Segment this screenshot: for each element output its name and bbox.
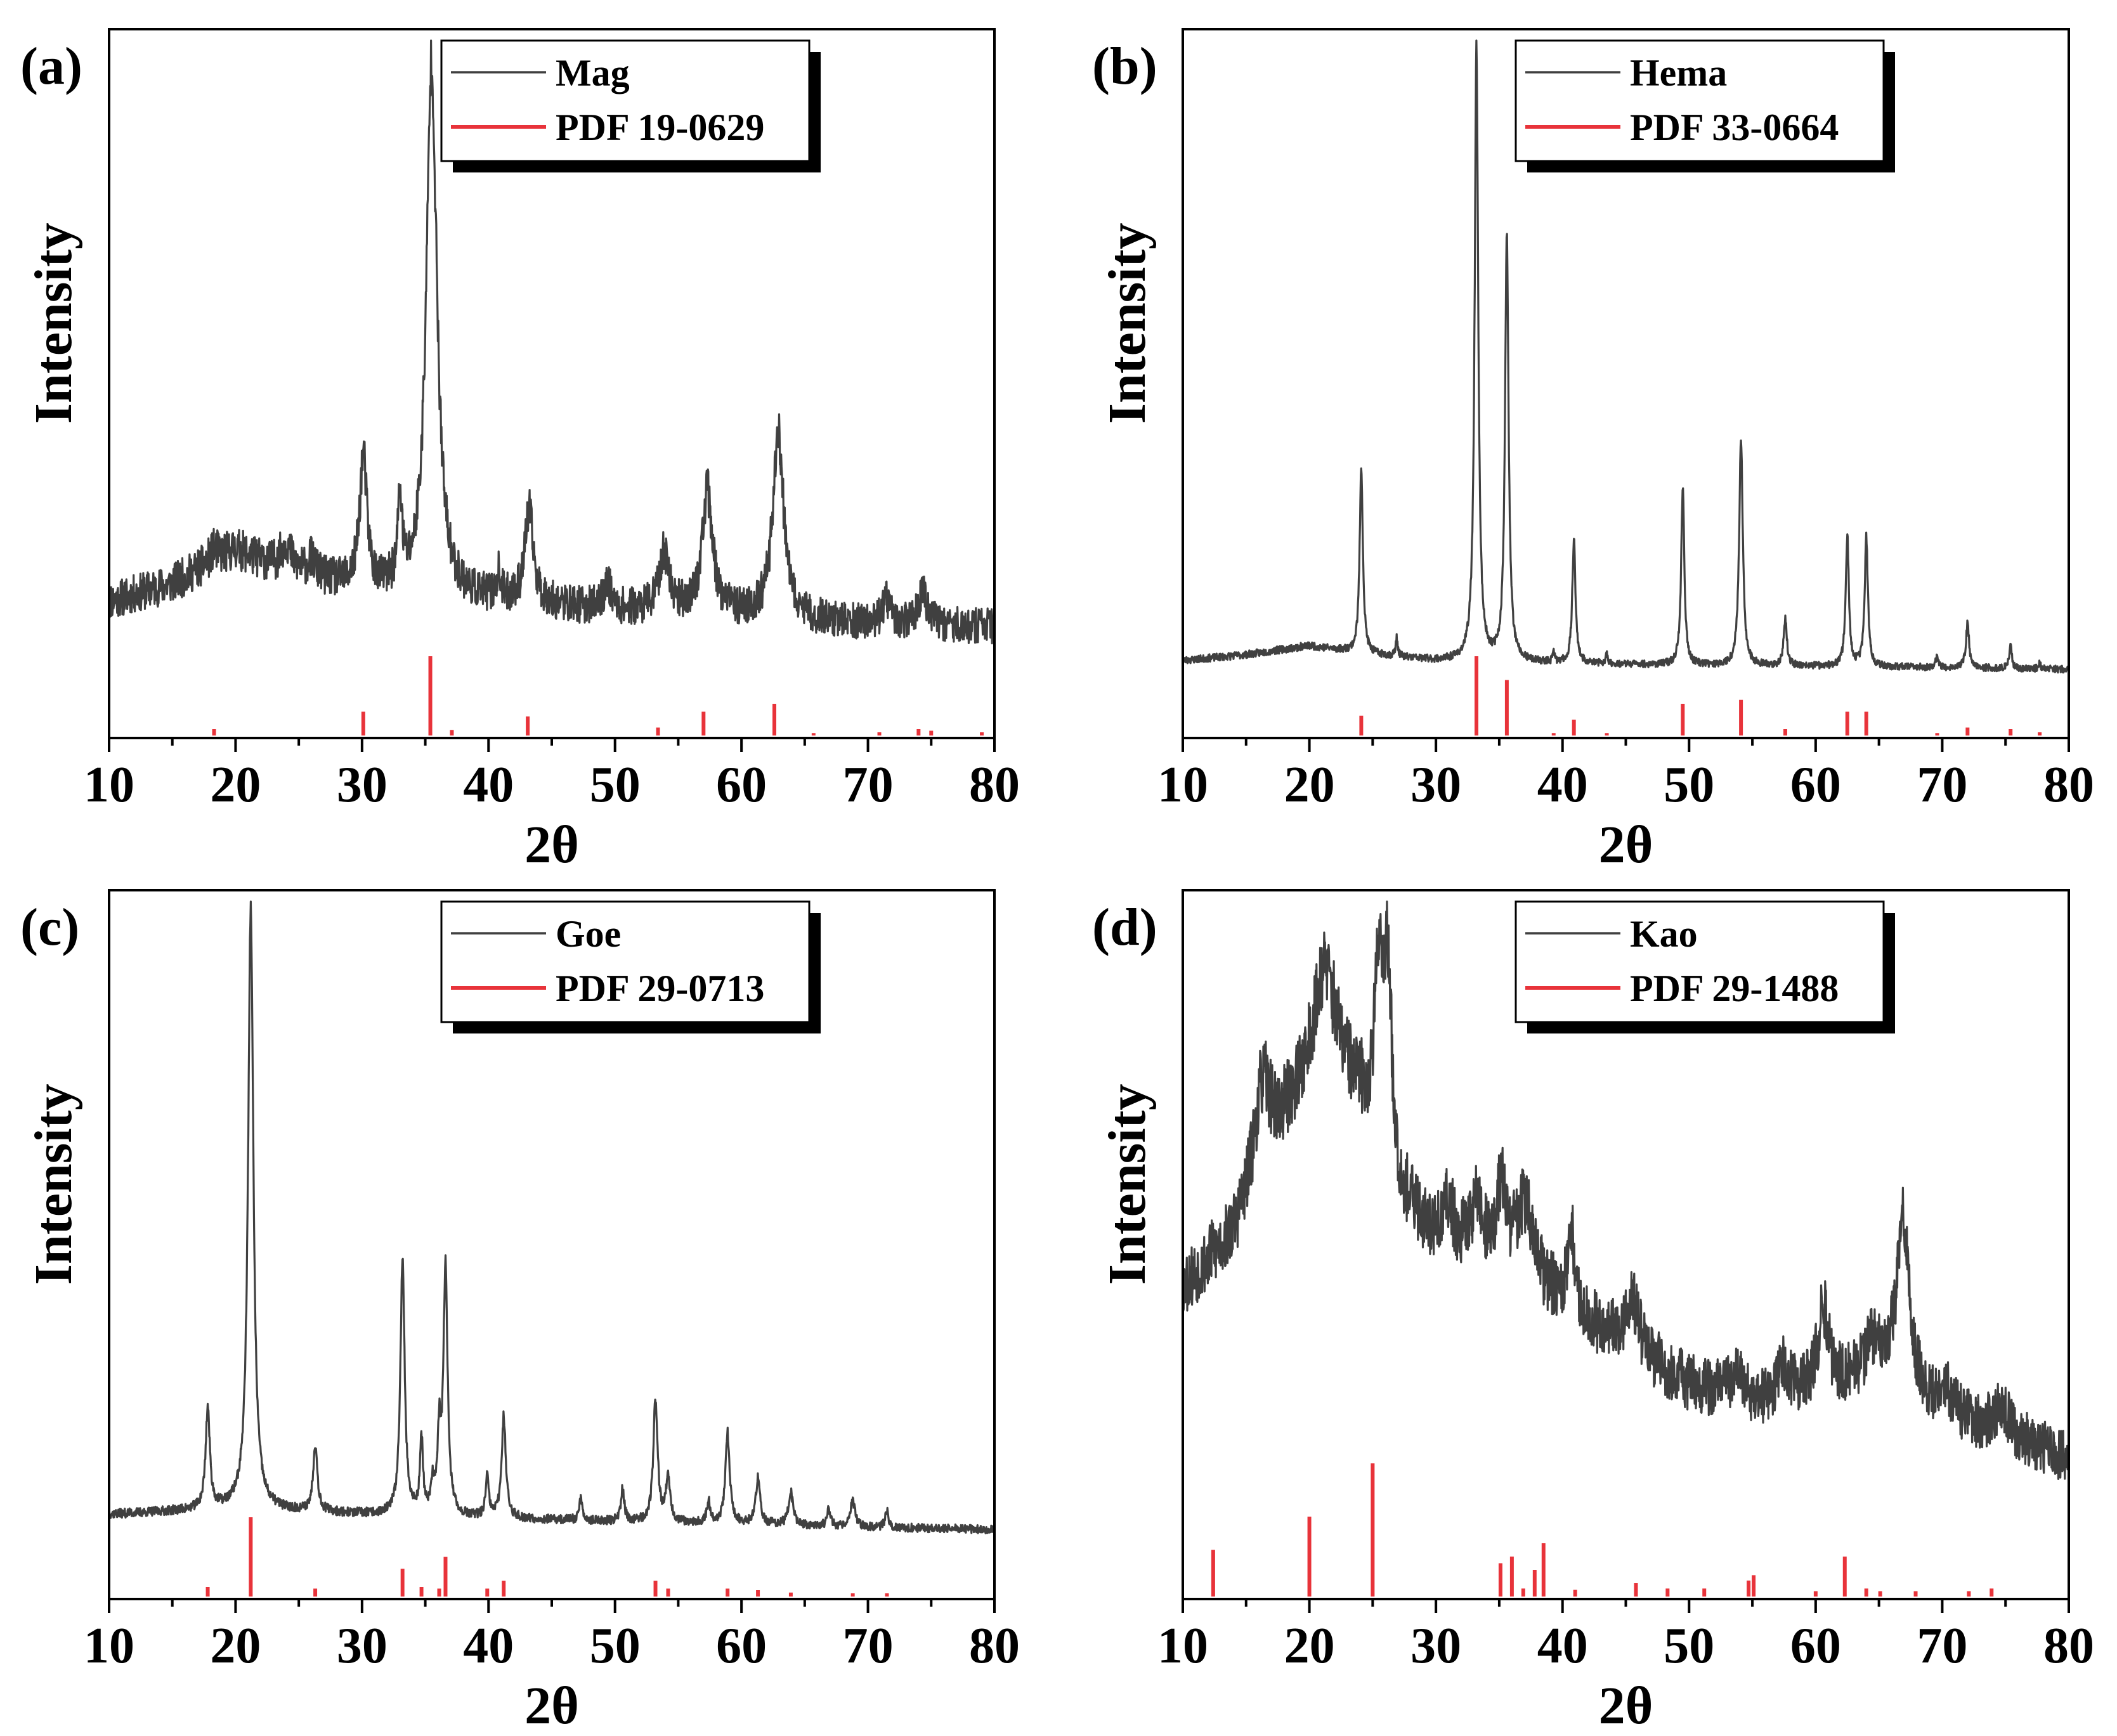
legend-box: [440, 900, 811, 1023]
x-axis-title: 2θ: [1599, 1676, 1653, 1735]
x-axis-title: 2θ: [524, 1676, 579, 1735]
x-tick-label: 70: [843, 757, 894, 813]
x-tick-label: 50: [590, 1618, 641, 1674]
legend-box: [440, 39, 811, 162]
x-tick-label: 80: [2043, 1618, 2094, 1674]
x-tick-label: 80: [969, 1618, 1020, 1674]
x-tick-label: 10: [1157, 757, 1208, 813]
x-tick-label: 20: [1284, 1618, 1335, 1674]
x-tick-label: 50: [1664, 1618, 1714, 1674]
x-tick-label: 60: [716, 757, 767, 813]
x-tick-label: 10: [1157, 1618, 1208, 1674]
x-axis-title: 2θ: [1599, 815, 1653, 874]
panel-label: (b): [1092, 37, 1157, 96]
xrd-panel-3: 10 20 30 40 50 60 70 80 2θ Intensity (c) Goe PDF 29-…: [20, 889, 1020, 1735]
x-tick-label: 60: [716, 1618, 767, 1674]
y-axis-title: Intensity: [24, 1084, 83, 1285]
panel-label: (d): [1092, 898, 1157, 957]
x-tick-label: 60: [1790, 1618, 1841, 1674]
x-tick-label: 20: [210, 1618, 261, 1674]
legend-label: PDF 29-1488: [1630, 968, 1839, 1009]
xrd-panel-2: 10 20 30 40 50 60 70 80 2θ Intensity (b) Hema PDF 33…: [1092, 28, 2094, 874]
xrd-pattern-line: [108, 39, 996, 645]
x-tick-label: 70: [1917, 1618, 1967, 1674]
panel-label: (a): [20, 37, 82, 96]
x-tick-label: 80: [2043, 757, 2094, 813]
x-tick-label: 60: [1790, 757, 1841, 813]
xrd-pattern-line: [1182, 900, 2070, 1480]
legend-label: PDF 33-0664: [1630, 107, 1839, 148]
legend-box: [1514, 900, 1885, 1023]
x-tick-label: 30: [1410, 757, 1461, 813]
x-tick-label: 20: [210, 757, 261, 813]
x-tick-label: 70: [843, 1618, 894, 1674]
legend-label: Hema: [1630, 52, 1727, 94]
x-tick-label: 40: [463, 1618, 514, 1674]
x-tick-label: 70: [1917, 757, 1967, 813]
x-tick-label: 20: [1284, 757, 1335, 813]
x-tick-label: 50: [1664, 757, 1714, 813]
legend-label: PDF 19-0629: [556, 107, 764, 148]
xrd-pattern-line: [1182, 39, 2070, 674]
xrd-panel-4: 10 20 30 40 50 60 70 80 2θ Intensity (d) Kao PDF 29-…: [1092, 889, 2094, 1735]
x-tick-label: 50: [590, 757, 641, 813]
x-tick-label: 30: [337, 1618, 388, 1674]
legend-label: Goe: [556, 913, 621, 955]
legend-label: PDF 29-0713: [556, 968, 764, 1009]
legend-box: [1514, 39, 1885, 162]
xrd-panel-1: 10 20 30 40 50 60 70 80 2θ Intensity (a) Mag PDF 19-…: [20, 28, 1020, 874]
x-tick-label: 80: [969, 757, 1020, 813]
x-axis-title: 2θ: [524, 815, 579, 874]
panel-label: (c): [20, 898, 79, 957]
x-tick-label: 40: [1537, 1618, 1588, 1674]
x-tick-label: 10: [84, 757, 134, 813]
legend-label: Mag: [556, 52, 630, 94]
x-tick-label: 40: [1537, 757, 1588, 813]
xrd-pattern-line: [108, 900, 995, 1534]
x-tick-label: 10: [84, 1618, 134, 1674]
y-axis-title: Intensity: [24, 223, 83, 424]
x-tick-label: 30: [1410, 1618, 1461, 1674]
y-axis-title: Intensity: [1098, 223, 1157, 424]
x-tick-label: 30: [337, 757, 388, 813]
y-axis-title: Intensity: [1098, 1084, 1157, 1285]
legend-label: Kao: [1630, 913, 1698, 955]
x-tick-label: 40: [463, 757, 514, 813]
